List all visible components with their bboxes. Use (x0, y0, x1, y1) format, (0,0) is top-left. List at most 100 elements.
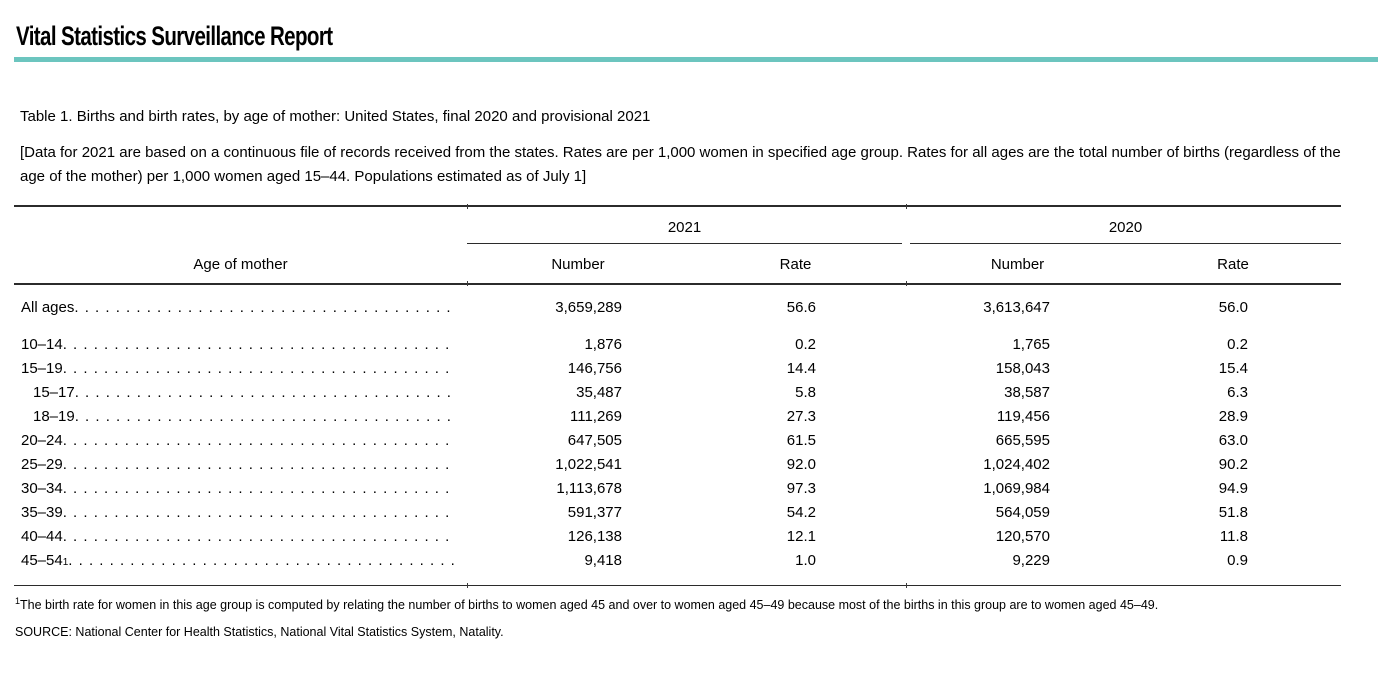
year-group-2020: 2020 (910, 207, 1341, 244)
table-row: 18–19 111,269 27.3 119,456 28.9 (14, 405, 1341, 429)
column-tick (906, 203, 907, 209)
column-tick (467, 281, 468, 286)
row-label-cell: 45–54 1 (14, 549, 467, 573)
row-label: 45–54 (21, 551, 63, 569)
value-cell: 9,229 (1012, 551, 1050, 569)
dot-leader (63, 477, 455, 501)
header-bottom-rule (14, 281, 1341, 286)
value-cell: 51.8 (1218, 503, 1248, 521)
value-cell: 564,059 (995, 503, 1050, 521)
report-title: Vital Statistics Surveillance Report (16, 21, 333, 51)
row-label: All ages (21, 298, 75, 316)
dot-leader (68, 549, 455, 573)
value-cell: 6.3 (1227, 383, 1248, 401)
table-top-rule (14, 203, 1341, 209)
table-row: 40–44 126,138 12.1 120,570 11.8 (14, 525, 1341, 549)
table-row: 45–541 9,418 1.0 9,229 0.9 (14, 549, 1341, 573)
value-cell: 591,377 (567, 503, 622, 521)
row-label: 20–24 (21, 431, 63, 449)
value-cell: 1,024,402 (983, 455, 1050, 473)
value-cell: 38,587 (1004, 383, 1050, 401)
value-cell: 146,756 (567, 359, 622, 377)
footnote: 1The birth rate for women in this age gr… (15, 596, 1337, 614)
row-label-cell: 15–19 (14, 357, 467, 381)
value-cell: 5.8 (795, 383, 816, 401)
year-group-header-row: 2021 2020 (14, 207, 1341, 244)
row-label: 10–14 (21, 335, 63, 353)
table-caption: Table 1. Births and birth rates, by age … (20, 108, 651, 125)
value-cell: 94.9 (1218, 479, 1248, 497)
value-cell: 120,570 (995, 527, 1050, 545)
row-label: 40–44 (21, 527, 63, 545)
dot-leader (63, 429, 455, 453)
footnote-marker: 1 (15, 595, 21, 606)
value-cell: 3,613,647 (983, 298, 1050, 316)
footnote-text: The birth rate for women in this age gro… (20, 598, 1159, 612)
dot-leader (63, 525, 455, 549)
table-row: All ages 3,659,289 56.6 3,613,647 56.0 (14, 296, 1341, 320)
table-body: All ages 3,659,289 56.6 3,613,647 56.0 10–14 1… (14, 285, 1341, 585)
column-tick (906, 583, 907, 588)
row-label-cell: All ages (14, 296, 467, 320)
births-table: 2021 2020 Age of mother Number Rate Numb… (14, 203, 1341, 588)
table-bottom-rule (14, 583, 1341, 588)
value-cell: 158,043 (995, 359, 1050, 377)
value-cell: 90.2 (1218, 455, 1248, 473)
dot-leader (63, 333, 455, 357)
value-cell: 35,487 (576, 383, 622, 401)
value-cell: 1,113,678 (556, 479, 622, 497)
value-cell: 28.9 (1218, 407, 1248, 425)
dot-leader (75, 381, 455, 405)
column-tick (467, 203, 468, 209)
dot-leader (74, 296, 455, 320)
value-cell: 27.3 (786, 407, 816, 425)
row-label: 35–39 (21, 503, 63, 521)
value-cell: 1,069,984 (983, 479, 1050, 497)
value-cell: 56.0 (1218, 298, 1248, 316)
value-cell: 97.3 (786, 479, 816, 497)
value-cell: 61.5 (786, 431, 816, 449)
table-row: 15–19 146,756 14.4 158,043 15.4 (14, 357, 1341, 381)
value-cell: 1.0 (795, 551, 816, 569)
source-line: SOURCE: National Center for Health Stati… (15, 625, 504, 639)
dot-leader (63, 501, 455, 525)
value-cell: 14.4 (786, 359, 816, 377)
row-label-cell: 10–14 (14, 333, 467, 357)
value-cell: 63.0 (1218, 431, 1248, 449)
title-accent-rule (14, 57, 1378, 62)
row-label-cell: 18–19 (14, 405, 467, 429)
row-label-cell: 35–39 (14, 501, 467, 525)
column-tick (906, 281, 907, 286)
table-row: 35–39 591,377 54.2 564,059 51.8 (14, 501, 1341, 525)
value-cell: 0.2 (1227, 335, 1248, 353)
value-cell: 119,456 (996, 407, 1050, 425)
value-cell: 3,659,289 (555, 298, 622, 316)
row-label: 15–19 (21, 359, 63, 377)
dot-leader (75, 405, 455, 429)
column-tick (467, 583, 468, 588)
row-label: 15–17 (33, 383, 75, 401)
table-row: 10–14 1,876 0.2 1,765 0.2 (14, 333, 1341, 357)
row-label-cell: 40–44 (14, 525, 467, 549)
value-cell: 54.2 (786, 503, 816, 521)
value-cell: 9,418 (584, 551, 622, 569)
value-cell: 1,876 (584, 335, 622, 353)
value-cell: 11.8 (1219, 527, 1248, 545)
table-bracket-note: [Data for 2021 are based on a continuous… (20, 144, 1341, 185)
value-cell: 126,138 (567, 527, 622, 545)
row-label-cell: 15–17 (14, 381, 467, 405)
col-header-2020-rate: Rate (1217, 255, 1249, 273)
stub-header: Age of mother (193, 255, 288, 273)
value-cell: 56.6 (786, 298, 816, 316)
value-cell: 0.9 (1227, 551, 1248, 569)
value-cell: 665,595 (995, 431, 1050, 449)
row-label-cell: 20–24 (14, 429, 467, 453)
row-label: 30–34 (21, 479, 63, 497)
value-cell: 1,765 (1012, 335, 1050, 353)
value-cell: 92.0 (786, 455, 816, 473)
col-header-2020-number: Number (990, 255, 1045, 273)
value-cell: 111,269 (570, 407, 622, 425)
value-cell: 12.1 (786, 527, 816, 545)
table-row: 25–29 1,022,541 92.0 1,024,402 90.2 (14, 453, 1341, 477)
table-row: 20–24 647,505 61.5 665,595 63.0 (14, 429, 1341, 453)
